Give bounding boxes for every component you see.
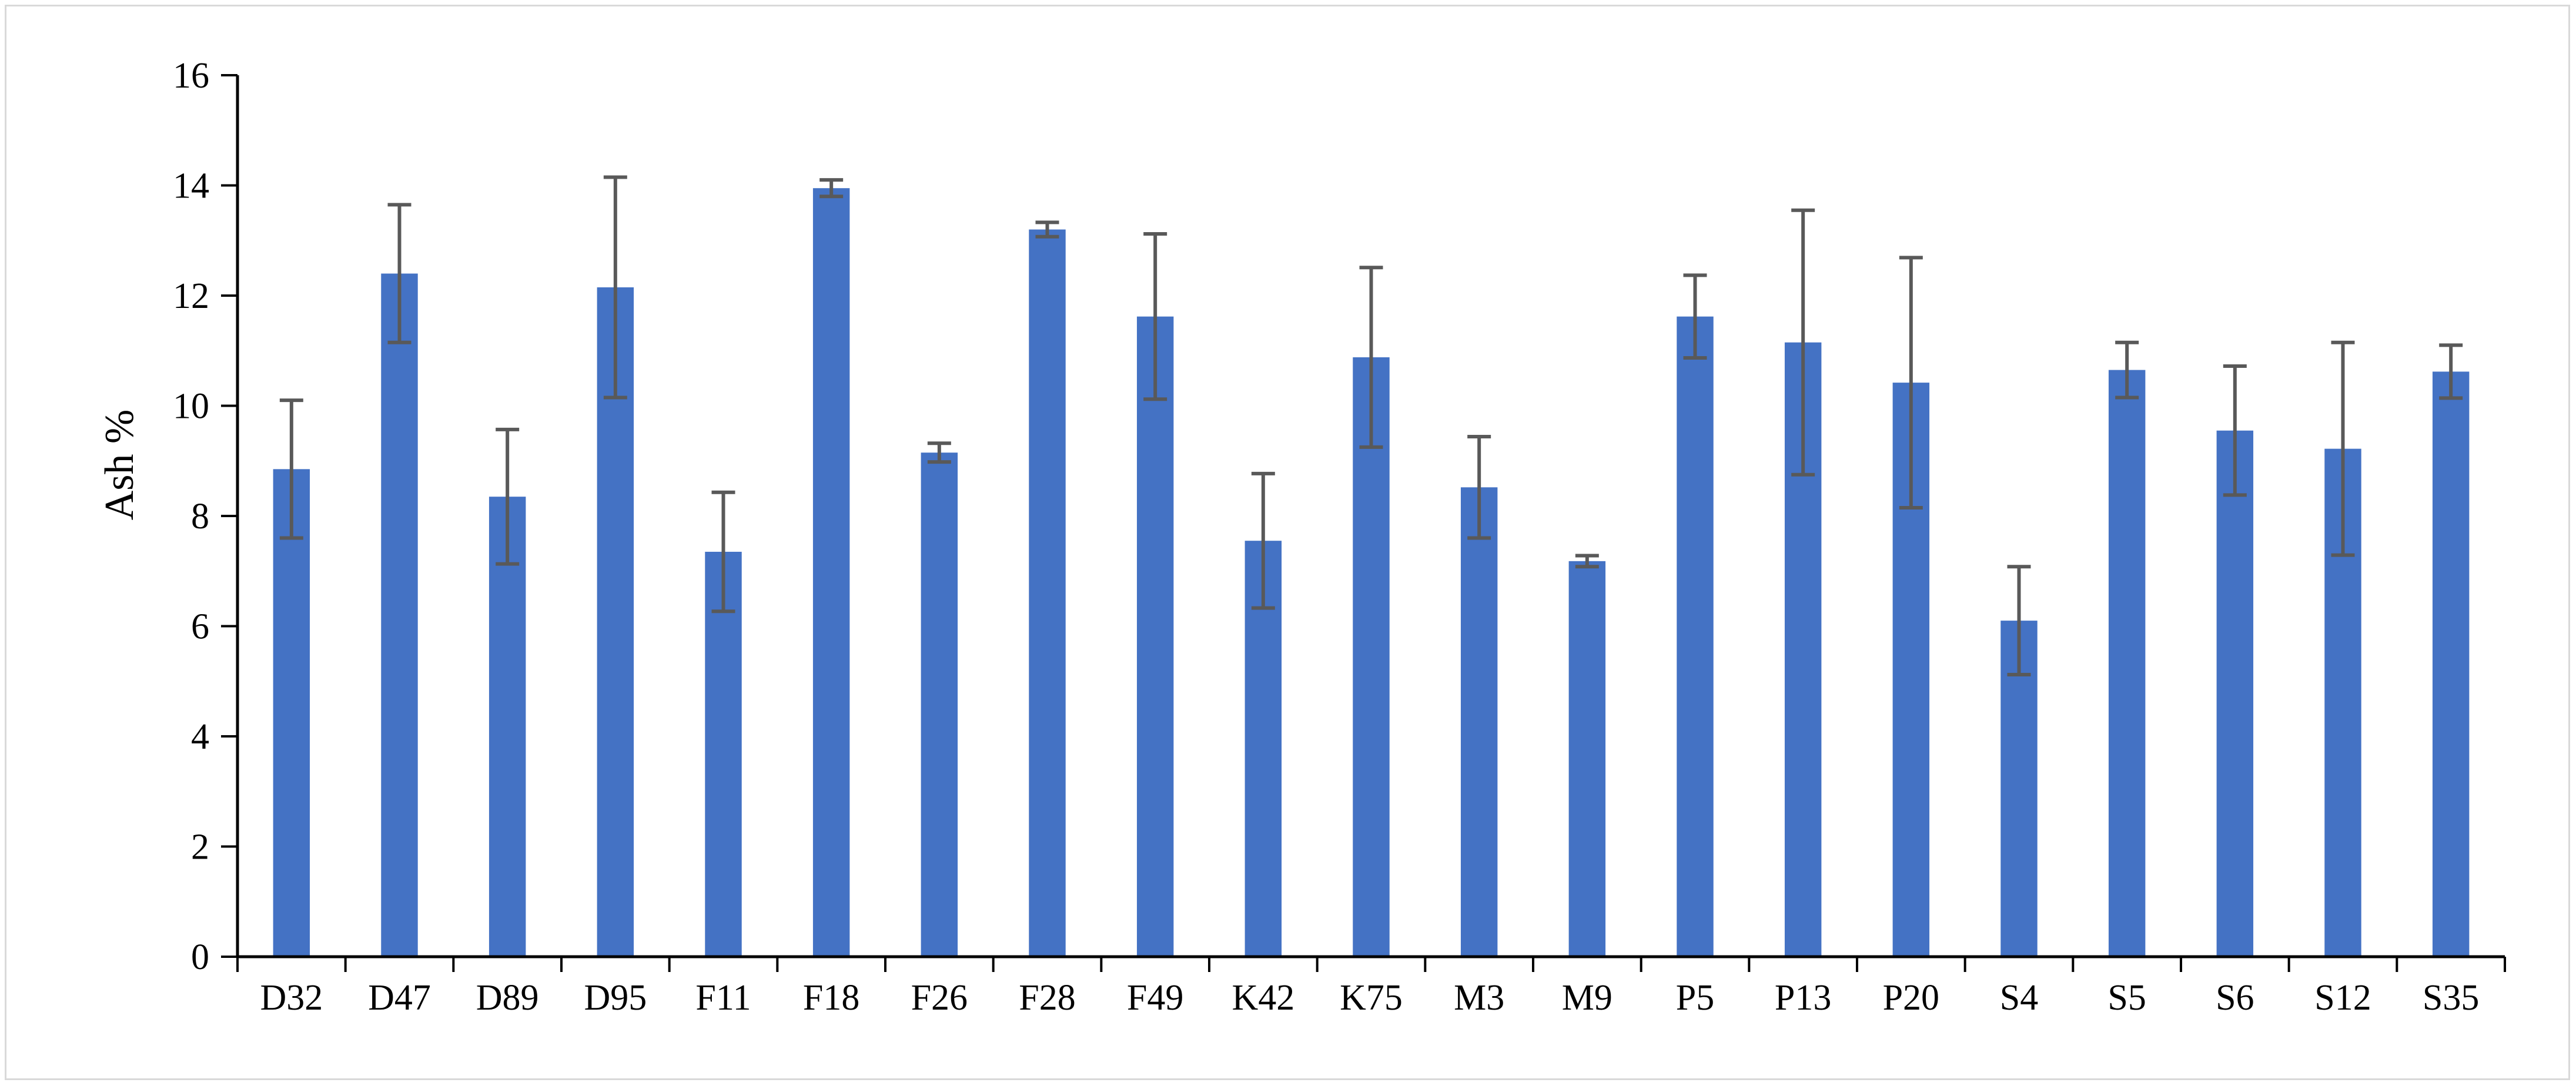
y-tick-label: 6 [191, 607, 209, 647]
x-tick-label: D89 [476, 978, 539, 1018]
bar-D47 [381, 273, 418, 957]
bars [273, 188, 2470, 957]
y-tick-label: 4 [191, 717, 209, 757]
x-tick-label: S12 [2314, 978, 2371, 1018]
bar-S6 [2216, 430, 2254, 957]
y-axis-ticks: 0 2 4 6 8 10 12 14 16 [173, 56, 237, 977]
x-tick-label: F26 [911, 978, 968, 1018]
y-axis-title: Ash % [97, 410, 142, 521]
bar-M3 [1460, 487, 1498, 957]
bar-chart: 0 2 4 6 8 10 12 14 16 D32 D47 D89 D95 F11 F18 F26 F28 F4… [97, 56, 2506, 1018]
bar-F11 [705, 551, 742, 957]
chart-frame: 0 2 4 6 8 10 12 14 16 D32 D47 D89 D95 F11 F18 F26 F28 F4… [5, 5, 2570, 1080]
bar-K42 [1244, 541, 1282, 957]
x-tick-label: F28 [1019, 978, 1075, 1018]
x-tick-label: S35 [2423, 978, 2479, 1018]
x-tick-label: K42 [1232, 978, 1294, 1018]
x-tick-label: P13 [1775, 978, 1831, 1018]
bar-S35 [2432, 371, 2470, 957]
y-tick-label: 0 [191, 937, 209, 977]
bar-S5 [2108, 370, 2146, 957]
x-tick-label: K75 [1340, 978, 1403, 1018]
x-axis-ticks: D32 D47 D89 D95 F11 F18 F26 F28 F49 K42 K75 M3 M9 P5 P… [236, 957, 2506, 1018]
x-tick-label: F11 [695, 978, 751, 1018]
bar-P5 [1677, 316, 1714, 957]
x-tick-label: D47 [368, 978, 431, 1018]
bar-D89 [489, 497, 526, 957]
x-tick-label: S4 [2000, 978, 2038, 1018]
y-tick-label: 8 [191, 497, 209, 537]
bar-S4 [2000, 621, 2038, 957]
y-tick-label: 2 [191, 827, 209, 867]
x-tick-label: F18 [803, 978, 859, 1018]
x-tick-label: M9 [1562, 978, 1612, 1018]
bar-F18 [812, 188, 850, 957]
x-tick-label: D32 [260, 978, 323, 1018]
axes [236, 75, 2505, 958]
error-bars [279, 175, 2463, 676]
x-tick-label: S5 [2107, 978, 2146, 1018]
y-tick-label: 10 [173, 387, 209, 427]
bar-D32 [273, 469, 310, 957]
x-tick-label: P20 [1883, 978, 1939, 1018]
y-tick-label: 16 [173, 56, 209, 96]
x-tick-label: D95 [584, 978, 647, 1018]
y-tick-label: 14 [173, 166, 209, 206]
x-tick-label: M3 [1454, 978, 1504, 1018]
y-tick-label: 12 [173, 276, 209, 316]
bar-F28 [1029, 229, 1066, 957]
x-tick-label: F49 [1127, 978, 1183, 1018]
bar-F49 [1136, 316, 1174, 957]
bar-K75 [1353, 357, 1390, 957]
bar-F26 [921, 452, 958, 957]
x-tick-label: P5 [1676, 978, 1714, 1018]
bar-M9 [1568, 561, 1606, 957]
x-tick-label: S6 [2216, 978, 2254, 1018]
